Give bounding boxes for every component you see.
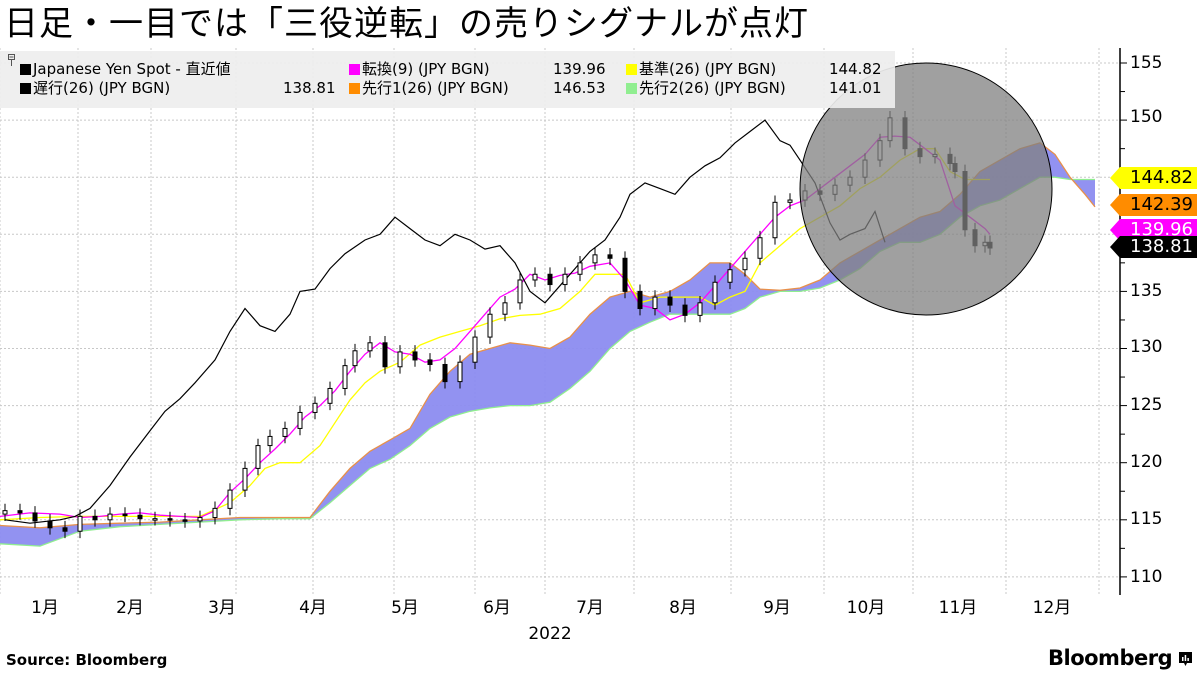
x-tick: 10月 [846, 598, 886, 618]
y-tick: 115 [1130, 509, 1163, 529]
x-tick: 6月 [483, 598, 511, 618]
legend-value-senkou1: 146.53 [553, 79, 606, 97]
price-tag-cloud: 142.39 [1110, 194, 1197, 216]
y-tick: 130 [1130, 337, 1163, 357]
x-axis-year: 2022 [528, 624, 572, 644]
price-tag-tenkan: 139.96 [1110, 219, 1197, 241]
legend-item-spot[interactable]: Japanese Yen Spot - 直近値 [20, 60, 231, 79]
y-axis [1119, 48, 1127, 595]
x-tick: 9月 [763, 598, 791, 618]
legend: Japanese Yen Spot - 直近値 転換(9) (JPY BGN) … [0, 51, 895, 108]
legend-item-senkou1[interactable]: 先行1(26) (JPY BGN) [349, 79, 509, 98]
bloomberg-chart-icon [1179, 652, 1192, 666]
price-tag-kijun: 144.82 [1110, 167, 1197, 189]
price-tag-last: 138.81 [1110, 236, 1197, 258]
x-tick: 7月 [576, 598, 604, 618]
x-tick: 4月 [299, 598, 327, 618]
y-tick: 135 [1130, 281, 1163, 301]
legend-value-chikou: 138.81 [283, 79, 336, 97]
legend-item-senkou2[interactable]: 先行2(26) (JPY BGN) [626, 79, 786, 98]
y-tick: 155 [1130, 53, 1163, 73]
legend-value-tenkan: 139.96 [553, 60, 606, 78]
legend-item-chikou[interactable]: 遅行(26) (JPY BGN) [20, 79, 170, 98]
source-note: Source: Bloomberg [6, 651, 168, 669]
x-tick: 8月 [669, 598, 697, 618]
collapse-tree-icon[interactable] [8, 54, 15, 66]
y-tick: 110 [1130, 567, 1163, 587]
x-tick: 5月 [391, 598, 419, 618]
swatch-icon [626, 64, 637, 75]
swatch-icon [349, 64, 360, 75]
y-tick: 120 [1130, 452, 1163, 472]
legend-value-senkou2: 141.01 [829, 79, 882, 97]
x-tick: 12月 [1032, 598, 1072, 618]
chart-title: 日足・一目では「三役逆転」の売りシグナルが点灯 [4, 4, 809, 44]
swatch-icon [20, 64, 31, 75]
bloomberg-logo: Bloomberg [1048, 646, 1173, 670]
x-tick: 2月 [116, 598, 144, 618]
legend-item-tenkan[interactable]: 転換(9) (JPY BGN) [349, 60, 490, 79]
swatch-icon [349, 83, 360, 94]
swatch-icon [20, 83, 31, 94]
swatch-icon [626, 83, 637, 94]
highlight-circle [799, 62, 1053, 316]
y-tick: 150 [1130, 107, 1163, 127]
x-tick: 3月 [208, 598, 236, 618]
legend-item-kijun[interactable]: 基準(26) (JPY BGN) [626, 60, 776, 79]
x-tick: 11月 [938, 598, 978, 618]
y-tick: 125 [1130, 395, 1163, 415]
x-tick: 1月 [31, 598, 59, 618]
legend-value-kijun: 144.82 [829, 60, 882, 78]
